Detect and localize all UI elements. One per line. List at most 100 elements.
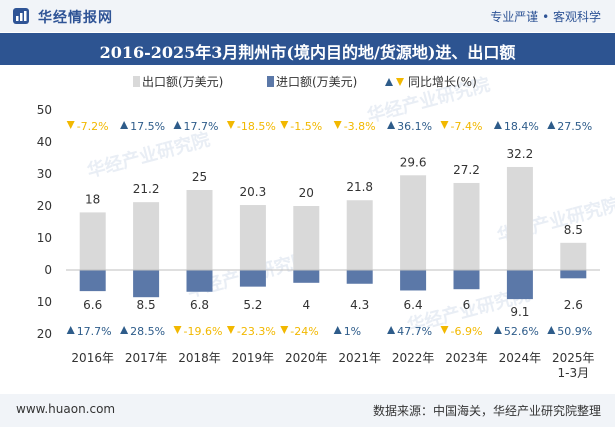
- x-tick-label: 1-3月: [557, 366, 589, 380]
- import-bar: [186, 270, 213, 292]
- chart-title: 2016-2025年3月荆州市(境内目的地/货源地)进、出口额: [99, 43, 516, 62]
- export-growth-label: 18.4%: [504, 120, 539, 133]
- export-growth-down-triangle: [333, 121, 342, 129]
- import-growth-label: 17.7%: [77, 325, 112, 338]
- y-tick-label: 20: [37, 199, 52, 213]
- export-bar: [346, 200, 373, 270]
- y-tick-label: 50: [37, 103, 52, 117]
- legend-label-1: 出口额(万美元): [142, 75, 223, 89]
- export-bar: [239, 205, 266, 270]
- import-bar: [346, 270, 373, 284]
- export-value-label: 20: [299, 186, 314, 200]
- import-value-label: 9.1: [510, 305, 529, 319]
- export-bar: [79, 212, 106, 270]
- import-growth-up-triangle: [387, 326, 396, 334]
- export-bar: [293, 206, 320, 270]
- export-value-label: 8.5: [564, 223, 583, 237]
- footer-bar: www.huaon.com 数据来源：中国海关，华经产业研究院整理: [0, 394, 615, 427]
- import-growth-down-triangle: [280, 326, 289, 334]
- x-tick-label: 2024年: [499, 351, 542, 365]
- import-growth-label: -23.3%: [237, 325, 276, 338]
- import-bar: [453, 270, 480, 290]
- x-tick-label: 2019年: [232, 351, 275, 365]
- export-growth-down-triangle: [440, 121, 449, 129]
- export-bar: [133, 202, 160, 270]
- y-tick-label: 0: [44, 263, 52, 277]
- export-growth-label: 36.1%: [397, 120, 432, 133]
- import-growth-up-triangle: [333, 326, 342, 334]
- legend-label-3: 同比增长(%): [408, 75, 477, 89]
- import-bar: [293, 270, 320, 283]
- x-tick-label: 2022年: [392, 351, 435, 365]
- export-growth-label: -7.2%: [77, 120, 109, 133]
- export-value-label: 32.2: [507, 147, 534, 161]
- import-value-label: 6: [463, 298, 471, 312]
- export-value-label: 21.2: [133, 182, 160, 196]
- import-growth-label: 1%: [344, 325, 361, 338]
- title-bar: 2016-2025年3月荆州市(境内目的地/货源地)进、出口额: [0, 33, 615, 65]
- export-value-label: 21.8: [346, 180, 373, 194]
- chart: 华经产业研究院华经产业研究院华经产业研究院华经产业研究院华经产业研究院出口额(万…: [37, 73, 615, 380]
- footer-website: www.huaon.com: [16, 402, 116, 416]
- import-growth-up-triangle: [493, 326, 502, 334]
- import-growth-up-triangle: [120, 326, 129, 334]
- export-bar: [186, 190, 213, 270]
- import-growth-up-triangle: [547, 326, 556, 334]
- legend-swatch-1: [133, 76, 140, 87]
- import-bar: [506, 270, 533, 300]
- import-value-label: 6.4: [404, 298, 423, 312]
- legend-down-triangle: [396, 78, 404, 86]
- x-tick-label: 2016年: [71, 351, 114, 365]
- import-growth-down-triangle: [440, 326, 449, 334]
- x-tick-label: 2025年: [552, 351, 595, 365]
- y-tick-label: 20: [37, 327, 52, 341]
- export-bar: [453, 182, 480, 270]
- y-tick-label: 40: [37, 135, 52, 149]
- export-growth-up-triangle: [173, 121, 182, 129]
- x-tick-label: 2021年: [338, 351, 381, 365]
- x-tick-label: 2017年: [125, 351, 168, 365]
- export-bar: [560, 242, 587, 270]
- import-bar: [400, 270, 427, 291]
- import-bar: [79, 270, 106, 292]
- export-value-label: 18: [85, 192, 100, 206]
- export-growth-up-triangle: [493, 121, 502, 129]
- import-growth-label: -24%: [290, 325, 318, 338]
- y-tick-label: 10: [37, 295, 52, 309]
- export-growth-label: -18.5%: [237, 120, 276, 133]
- y-tick-label: 30: [37, 167, 52, 181]
- export-growth-label: 17.5%: [130, 120, 165, 133]
- import-value-label: 4: [302, 298, 310, 312]
- export-value-label: 29.6: [400, 155, 427, 169]
- x-tick-label: 2020年: [285, 351, 328, 365]
- logo-icon: [13, 8, 29, 24]
- export-bar: [506, 166, 533, 270]
- legend-swatch-2: [267, 76, 274, 87]
- brand-tagline: 专业严谨 • 客观科学: [490, 10, 601, 24]
- legend-up-triangle: [385, 78, 393, 86]
- import-growth-up-triangle: [66, 326, 75, 334]
- export-growth-up-triangle: [547, 121, 556, 129]
- export-growth-down-triangle: [66, 121, 75, 129]
- import-value-label: 4.3: [350, 298, 369, 312]
- import-bar: [560, 270, 587, 279]
- export-growth-up-triangle: [387, 121, 396, 129]
- export-value-label: 27.2: [453, 163, 480, 177]
- import-growth-label: -6.9%: [451, 325, 483, 338]
- import-growth-down-triangle: [226, 326, 235, 334]
- import-bar: [133, 270, 160, 298]
- import-value-label: 5.2: [243, 298, 262, 312]
- import-growth-label: 50.9%: [557, 325, 592, 338]
- x-tick-label: 2018年: [178, 351, 221, 365]
- import-growth-down-triangle: [173, 326, 182, 334]
- import-value-label: 6.6: [83, 298, 102, 312]
- import-value-label: 6.8: [190, 298, 209, 312]
- import-value-label: 2.6: [564, 298, 583, 312]
- export-growth-label: -7.4%: [451, 120, 483, 133]
- x-tick-label: 2023年: [445, 351, 488, 365]
- legend-label-2: 进口额(万美元): [276, 75, 357, 89]
- export-growth-down-triangle: [280, 121, 289, 129]
- import-growth-label: 28.5%: [130, 325, 165, 338]
- footer-source: 数据来源：中国海关，华经产业研究院整理: [372, 404, 601, 418]
- import-value-label: 8.5: [137, 298, 156, 312]
